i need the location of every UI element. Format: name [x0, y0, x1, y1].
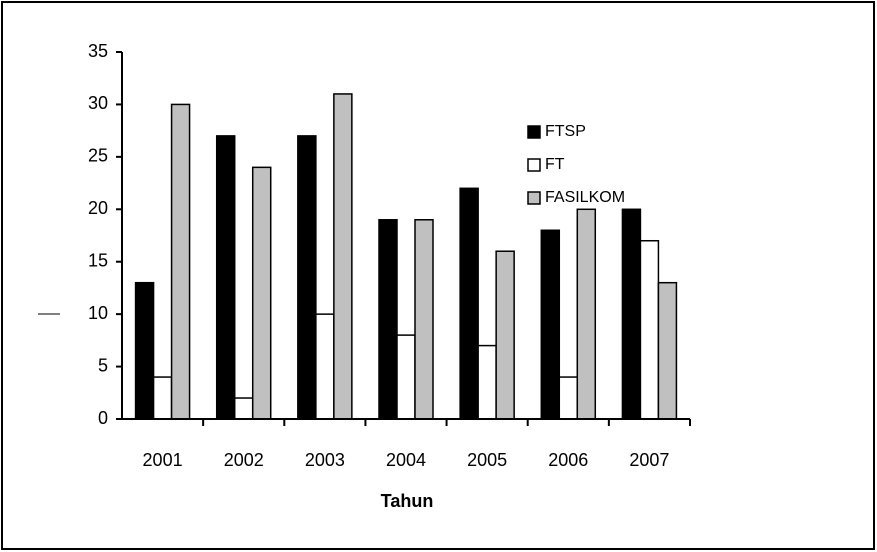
x-tick-label: 2003 — [305, 450, 345, 470]
bar — [414, 219, 434, 420]
x-tick-label: 2002 — [224, 450, 264, 470]
bar — [621, 208, 642, 420]
bar — [639, 239, 660, 420]
bar — [459, 187, 479, 420]
legend-label: FTSP — [545, 123, 586, 140]
bar — [152, 376, 173, 420]
y-tick-label: 10 — [88, 303, 108, 323]
bar — [134, 281, 155, 420]
legend-label: FASILKOM — [545, 189, 625, 206]
y-tick-label: 25 — [88, 146, 108, 166]
x-axis-title: Tahun — [381, 491, 434, 511]
x-tick-label: 2007 — [629, 450, 669, 470]
y-tick-label: 30 — [88, 93, 108, 113]
legend-label: FT — [545, 156, 565, 173]
bar — [297, 135, 317, 420]
y-tick-label: 0 — [98, 408, 108, 428]
y-tick-label: 15 — [88, 250, 108, 270]
x-tick-label: 2006 — [548, 450, 588, 470]
bar — [576, 208, 597, 420]
bar — [396, 334, 416, 420]
bar — [233, 397, 254, 420]
y-tick-label: 5 — [98, 355, 108, 375]
bar — [558, 376, 579, 420]
x-tick-label: 2001 — [143, 450, 183, 470]
legend-swatch — [527, 158, 541, 172]
bar — [495, 250, 515, 420]
x-tick-label: 2005 — [467, 450, 507, 470]
bar — [315, 313, 335, 420]
legend-swatch — [527, 191, 541, 205]
y-tick-label: 20 — [88, 198, 108, 218]
bar — [251, 166, 272, 420]
bar — [657, 281, 678, 420]
bar — [215, 135, 236, 420]
bar — [333, 93, 353, 420]
bar — [540, 229, 561, 420]
bar — [477, 344, 497, 420]
y-tick-label: 35 — [88, 41, 108, 61]
legend-swatch — [527, 125, 541, 139]
bar — [378, 219, 398, 420]
bar — [170, 103, 191, 420]
x-tick-label: 2004 — [386, 450, 426, 470]
